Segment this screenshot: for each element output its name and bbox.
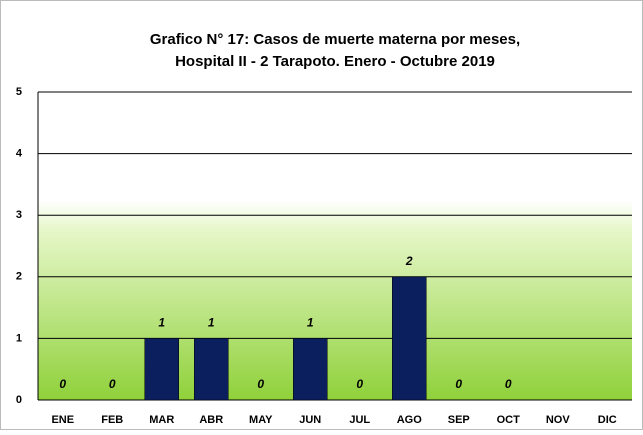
x-tick-label: JUN (299, 414, 321, 426)
bar (144, 338, 179, 401)
x-tick-label: AGO (397, 414, 423, 426)
y-tick-label: 1 (16, 332, 22, 344)
y-tick-label: 3 (16, 209, 22, 221)
bar (392, 276, 427, 401)
data-label: 0 (356, 377, 363, 391)
data-label: 0 (59, 377, 66, 391)
data-label: 0 (257, 377, 264, 391)
x-tick-label: FEB (101, 414, 123, 426)
data-label: 0 (109, 377, 116, 391)
chart-title: Hospital II - 2 Tarapoto. Enero - Octubr… (175, 53, 495, 70)
data-label: 0 (505, 377, 512, 391)
x-tick-label: OCT (497, 414, 521, 426)
x-tick-label: ENE (51, 414, 74, 426)
y-tick-label: 5 (16, 86, 22, 98)
data-label: 1 (307, 316, 314, 330)
data-label: 1 (158, 316, 165, 330)
data-label: 2 (405, 254, 413, 268)
y-tick-label: 4 (16, 148, 23, 160)
y-tick-label: 0 (16, 394, 22, 406)
x-tick-label: NOV (546, 414, 571, 426)
bar (293, 338, 328, 401)
data-label: 0 (455, 377, 462, 391)
x-tick-label: SEP (448, 414, 470, 426)
bar (194, 338, 229, 401)
x-tick-label: DIC (598, 414, 617, 426)
x-tick-label: JUL (349, 414, 370, 426)
data-label: 1 (208, 316, 215, 330)
plot-area (38, 92, 632, 400)
x-tick-label: MAY (249, 414, 273, 426)
y-tick-label: 2 (16, 271, 22, 283)
x-tick-label: MAR (149, 414, 174, 426)
x-tick-label: ABR (199, 414, 223, 426)
chart-title: Grafico N° 17: Casos de muerte materna p… (150, 31, 520, 48)
